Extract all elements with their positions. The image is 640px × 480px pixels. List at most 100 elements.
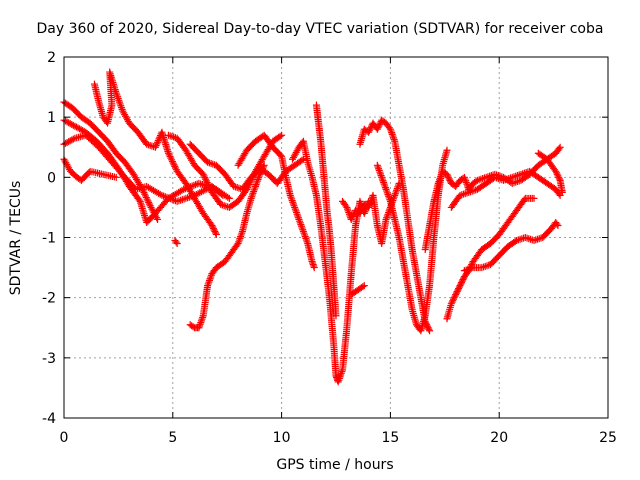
data-point [164,149,172,157]
data-point [383,189,391,197]
data-point [456,282,464,290]
data-point [234,240,242,248]
data-point [525,235,533,243]
series-arc19 [443,194,538,323]
data-point [62,117,70,125]
y-tick-label: 2 [47,50,56,66]
data-point [291,205,299,213]
data-point [224,193,232,201]
data-point [211,227,219,235]
data-point [204,280,212,288]
data-point [385,192,393,200]
data-point [69,121,77,129]
series-arc20 [460,218,562,275]
x-tick-label: 5 [168,430,177,446]
data-point [554,221,562,229]
data-point [457,280,465,288]
data-point [206,185,214,193]
data-point [357,208,365,216]
data-point [74,124,82,132]
data-point [384,191,392,199]
data-point [555,190,563,198]
data-point [260,161,268,169]
data-point [366,125,374,133]
data-point [301,231,309,239]
data-point [76,125,84,133]
data-point [237,231,245,239]
data-point [168,156,176,164]
data-point [342,202,350,210]
data-point [375,165,383,173]
data-point [202,175,210,183]
data-point [248,193,256,201]
data-point [209,224,217,232]
series-arc1 [60,98,162,223]
data-point [386,196,394,204]
x-tick-label: 0 [60,430,69,446]
data-point [196,320,204,328]
data-point [170,196,178,204]
data-point [423,322,431,330]
data-point [302,236,310,244]
data-point [511,238,519,246]
data-point [68,136,76,144]
data-point [166,195,174,203]
data-point [204,180,212,188]
data-point [373,161,381,169]
data-point [238,229,246,237]
data-point [141,190,149,198]
data-point [533,235,541,243]
data-point [481,262,489,270]
data-point [168,132,176,140]
data-point [154,138,162,146]
data-point [454,286,462,294]
data-point [344,207,352,215]
data-point [71,122,79,130]
data-point [276,151,284,159]
data-point [444,173,452,181]
data-point [112,173,120,181]
data-point [172,164,180,172]
data-point [207,271,215,279]
data-point [452,291,460,299]
data-point [512,172,520,180]
data-point [385,194,393,202]
data-point [145,200,153,208]
data-point [66,137,74,145]
data-point [158,191,166,199]
series-arc6 [171,237,181,248]
data-point [388,130,396,138]
data-point [380,178,388,186]
data-point [336,373,344,381]
data-point [462,177,470,185]
data-point [199,313,207,321]
x-tick-label: 10 [273,430,291,446]
data-point [195,324,203,332]
data-point [303,238,311,246]
data-point [172,238,180,246]
data-point [66,120,74,128]
data-point [212,230,220,238]
series-arc21 [534,149,566,196]
y-tick-label: -1 [42,231,56,247]
data-point [293,210,301,218]
data-point [365,202,373,210]
data-point [310,264,318,272]
series-arc12 [312,101,340,320]
data-point [530,194,538,202]
data-point [437,172,445,180]
data-point [202,177,210,185]
data-point [337,371,345,379]
data-point [518,235,526,243]
data-point [206,275,214,283]
data-point [338,368,346,376]
chart-title: Day 360 of 2020, Sidereal Day-to-day VTE… [37,21,604,37]
data-point [357,206,365,214]
series-arc7 [186,161,268,332]
data-point [142,194,150,202]
data-point [382,215,390,223]
data-point [290,202,298,210]
data-point [393,185,401,193]
data-point [445,175,453,183]
